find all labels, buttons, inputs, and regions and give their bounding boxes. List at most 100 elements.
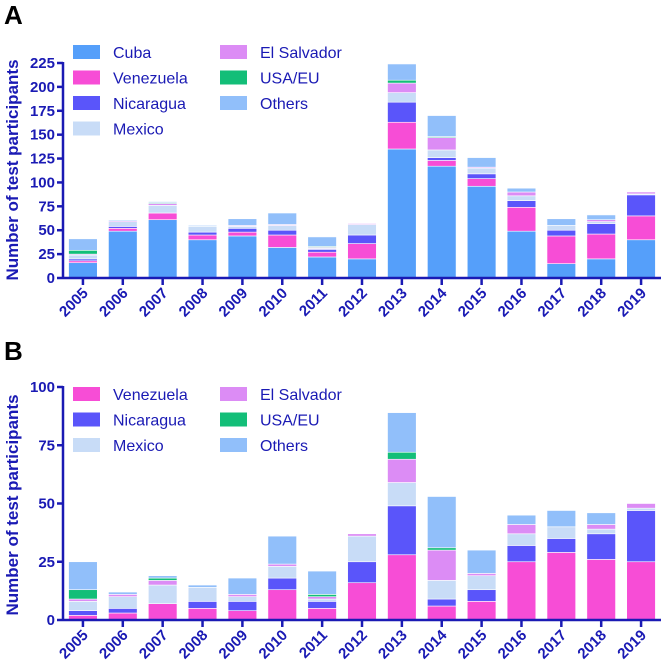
legend-swatch [73,387,100,401]
legend-label: Nicaragua [113,413,186,430]
legend-label: Nicaragua [113,96,186,113]
x-tick-label: 2008 [176,627,212,663]
bar-segment-others-2007 [148,575,178,579]
bar-segment-nicaragua-2015 [466,589,497,602]
x-tick-label: 2010 [256,627,292,663]
bar-segment-others-2006 [108,591,138,595]
bar-segment-nicaragua-2006 [108,608,138,614]
y-tick-label: 125 [30,151,55,168]
panel-a-label: A [4,0,23,30]
bar-segment-el-salvador-2014 [427,137,457,151]
legend-item-venezuela: Venezuela [73,387,188,404]
bar-segment-mexico-2005 [68,601,98,611]
bar-segment-cuba-2011 [307,256,337,279]
bar-segment-nicaragua-2008 [187,231,218,236]
bar-segment-others-2011 [307,236,337,247]
bar-segment-venezuela-2013 [387,121,417,150]
bar-segment-others-2017 [546,218,576,226]
legend-swatch [73,96,100,110]
bar-segment-usa-eu-2011 [307,594,337,597]
x-tick-label: 2010 [256,285,292,321]
x-tick-label: 2017 [535,627,571,663]
panel-a: A Number of test participants 0 25 50 75 100… [3,0,661,320]
bar-segment-el-salvador-2013 [387,458,417,483]
bar-segment-others-2018 [586,512,616,525]
bar-segment-cuba-2012 [347,258,377,279]
bar-segment-others-2015 [466,157,497,168]
legend-label: USA/EU [260,71,320,88]
bar-segment-venezuela-2018 [586,559,616,621]
x-tick-label: 2011 [296,627,331,662]
x-tick-label: 2019 [614,627,650,663]
bar-segment-el-salvador-2006 [108,594,138,597]
bar-segment-mexico-2015 [466,575,497,591]
legend-label: El Salvador [260,45,342,62]
bar-segment-others-2013 [387,63,417,81]
bar-segment-usa-eu-2007 [148,577,178,581]
bar-segment-others-2011 [307,570,337,595]
bar-segment-venezuela-2010 [267,234,297,248]
x-tick-label: 2018 [574,285,610,321]
x-tick-label: 2014 [415,626,451,662]
legend-swatch [73,438,100,452]
bar-segment-cuba-2013 [387,148,417,279]
bar-segment-venezuela-2008 [187,234,218,241]
bar-segment-el-salvador-2007 [148,580,178,586]
x-tick-label: 2016 [495,627,531,663]
x-tick-label: 2012 [335,285,371,321]
legend-label: Others [260,438,308,455]
bar-segment-usa-eu-2014 [427,547,457,551]
legend-label: USA/EU [260,413,320,430]
legend-item-el-salvador: El Salvador [220,387,342,404]
bar-segment-cuba-2014 [427,165,457,279]
bar-segment-cuba-2015 [466,185,497,279]
bar-segment-nicaragua-2017 [546,229,576,237]
x-tick-label: 2013 [375,285,411,321]
bar-segment-mexico-2017 [546,526,576,539]
bar-segment-el-salvador-2013 [387,82,417,93]
bar-segment-cuba-2018 [586,258,616,279]
y-tick-label: 175 [30,103,55,120]
bar-segment-el-salvador-2009 [227,594,258,597]
bar-segment-venezuela-2017 [546,552,576,621]
y-tick-label: 25 [38,246,55,263]
bar-segment-venezuela-2008 [187,608,218,621]
bar-segment-usa-eu-2005 [68,589,98,600]
bar-segment-others-2014 [427,496,457,549]
y-tick-label: 225 [30,55,55,72]
bar-segment-venezuela-2015 [466,601,497,621]
legend-label: Others [260,96,308,113]
bar-segment-others-2010 [267,212,297,225]
bar-segment-mexico-2007 [148,205,178,214]
bar-segment-mexico-2012 [347,535,377,563]
bar-segment-mexico-2016 [506,533,537,546]
bar-segment-mexico-2011 [307,598,337,602]
bar-segment-venezuela-2006 [108,228,138,232]
bar-segment-cuba-2005 [68,262,98,279]
bar-segment-mexico-2018 [586,528,616,535]
bar-segment-nicaragua-2013 [387,101,417,123]
bar-segment-venezuela-2017 [546,235,576,264]
bar-segment-others-2009 [227,577,258,595]
bar-segment-cuba-2006 [108,230,138,279]
bar-segment-usa-eu-2013 [387,79,417,84]
x-tick-label: 2007 [136,627,172,663]
bar-segment-venezuela-2016 [506,561,537,621]
bar-segment-usa-eu-2013 [387,451,417,460]
x-tick-label: 2015 [455,285,491,321]
y-tick-label: 0 [47,612,55,629]
bar-segment-el-salvador-2010 [267,563,297,567]
bar-segment-venezuela-2010 [267,589,297,621]
bar-segment-nicaragua-2009 [227,601,258,611]
bar-segment-el-salvador-2016 [506,524,537,535]
bar-segment-others-2005 [68,238,98,251]
legend-item-usa-eu: USA/EU [220,412,320,430]
bar-segment-el-salvador-2019 [626,503,656,509]
legend-swatch [220,412,247,427]
bar-segment-others-2005 [68,561,98,591]
bar-segment-mexico-2006 [108,596,138,609]
x-tick-label: 2006 [96,627,132,663]
y-tick-label: 75 [38,437,55,454]
bar-segment-others-2015 [466,549,497,574]
